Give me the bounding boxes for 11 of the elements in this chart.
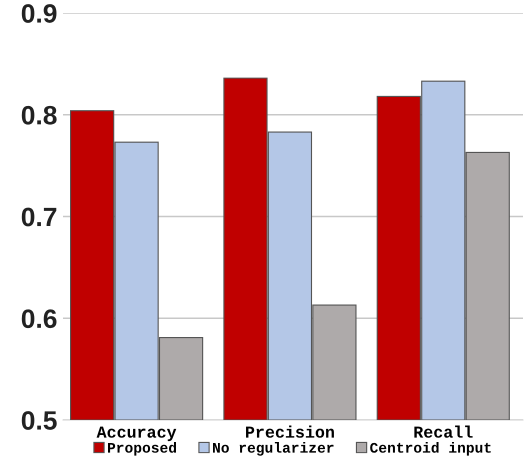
y-tick-label: 0.5 <box>22 411 57 430</box>
legend-label: Proposed <box>108 442 176 456</box>
legend-label: Centroid input <box>370 442 491 456</box>
legend-label: No regularizer <box>213 442 334 456</box>
x-tick-label: Precision <box>246 426 334 438</box>
y-tick-label: 0.7 <box>22 208 56 226</box>
y-tick-label: 0.9 <box>22 4 56 23</box>
x-tick-label: Recall <box>414 426 473 438</box>
y-tick-label: 0.6 <box>22 309 56 328</box>
y-tick-label: 0.8 <box>22 106 57 125</box>
x-tick-label: Accuracy <box>96 426 176 442</box>
